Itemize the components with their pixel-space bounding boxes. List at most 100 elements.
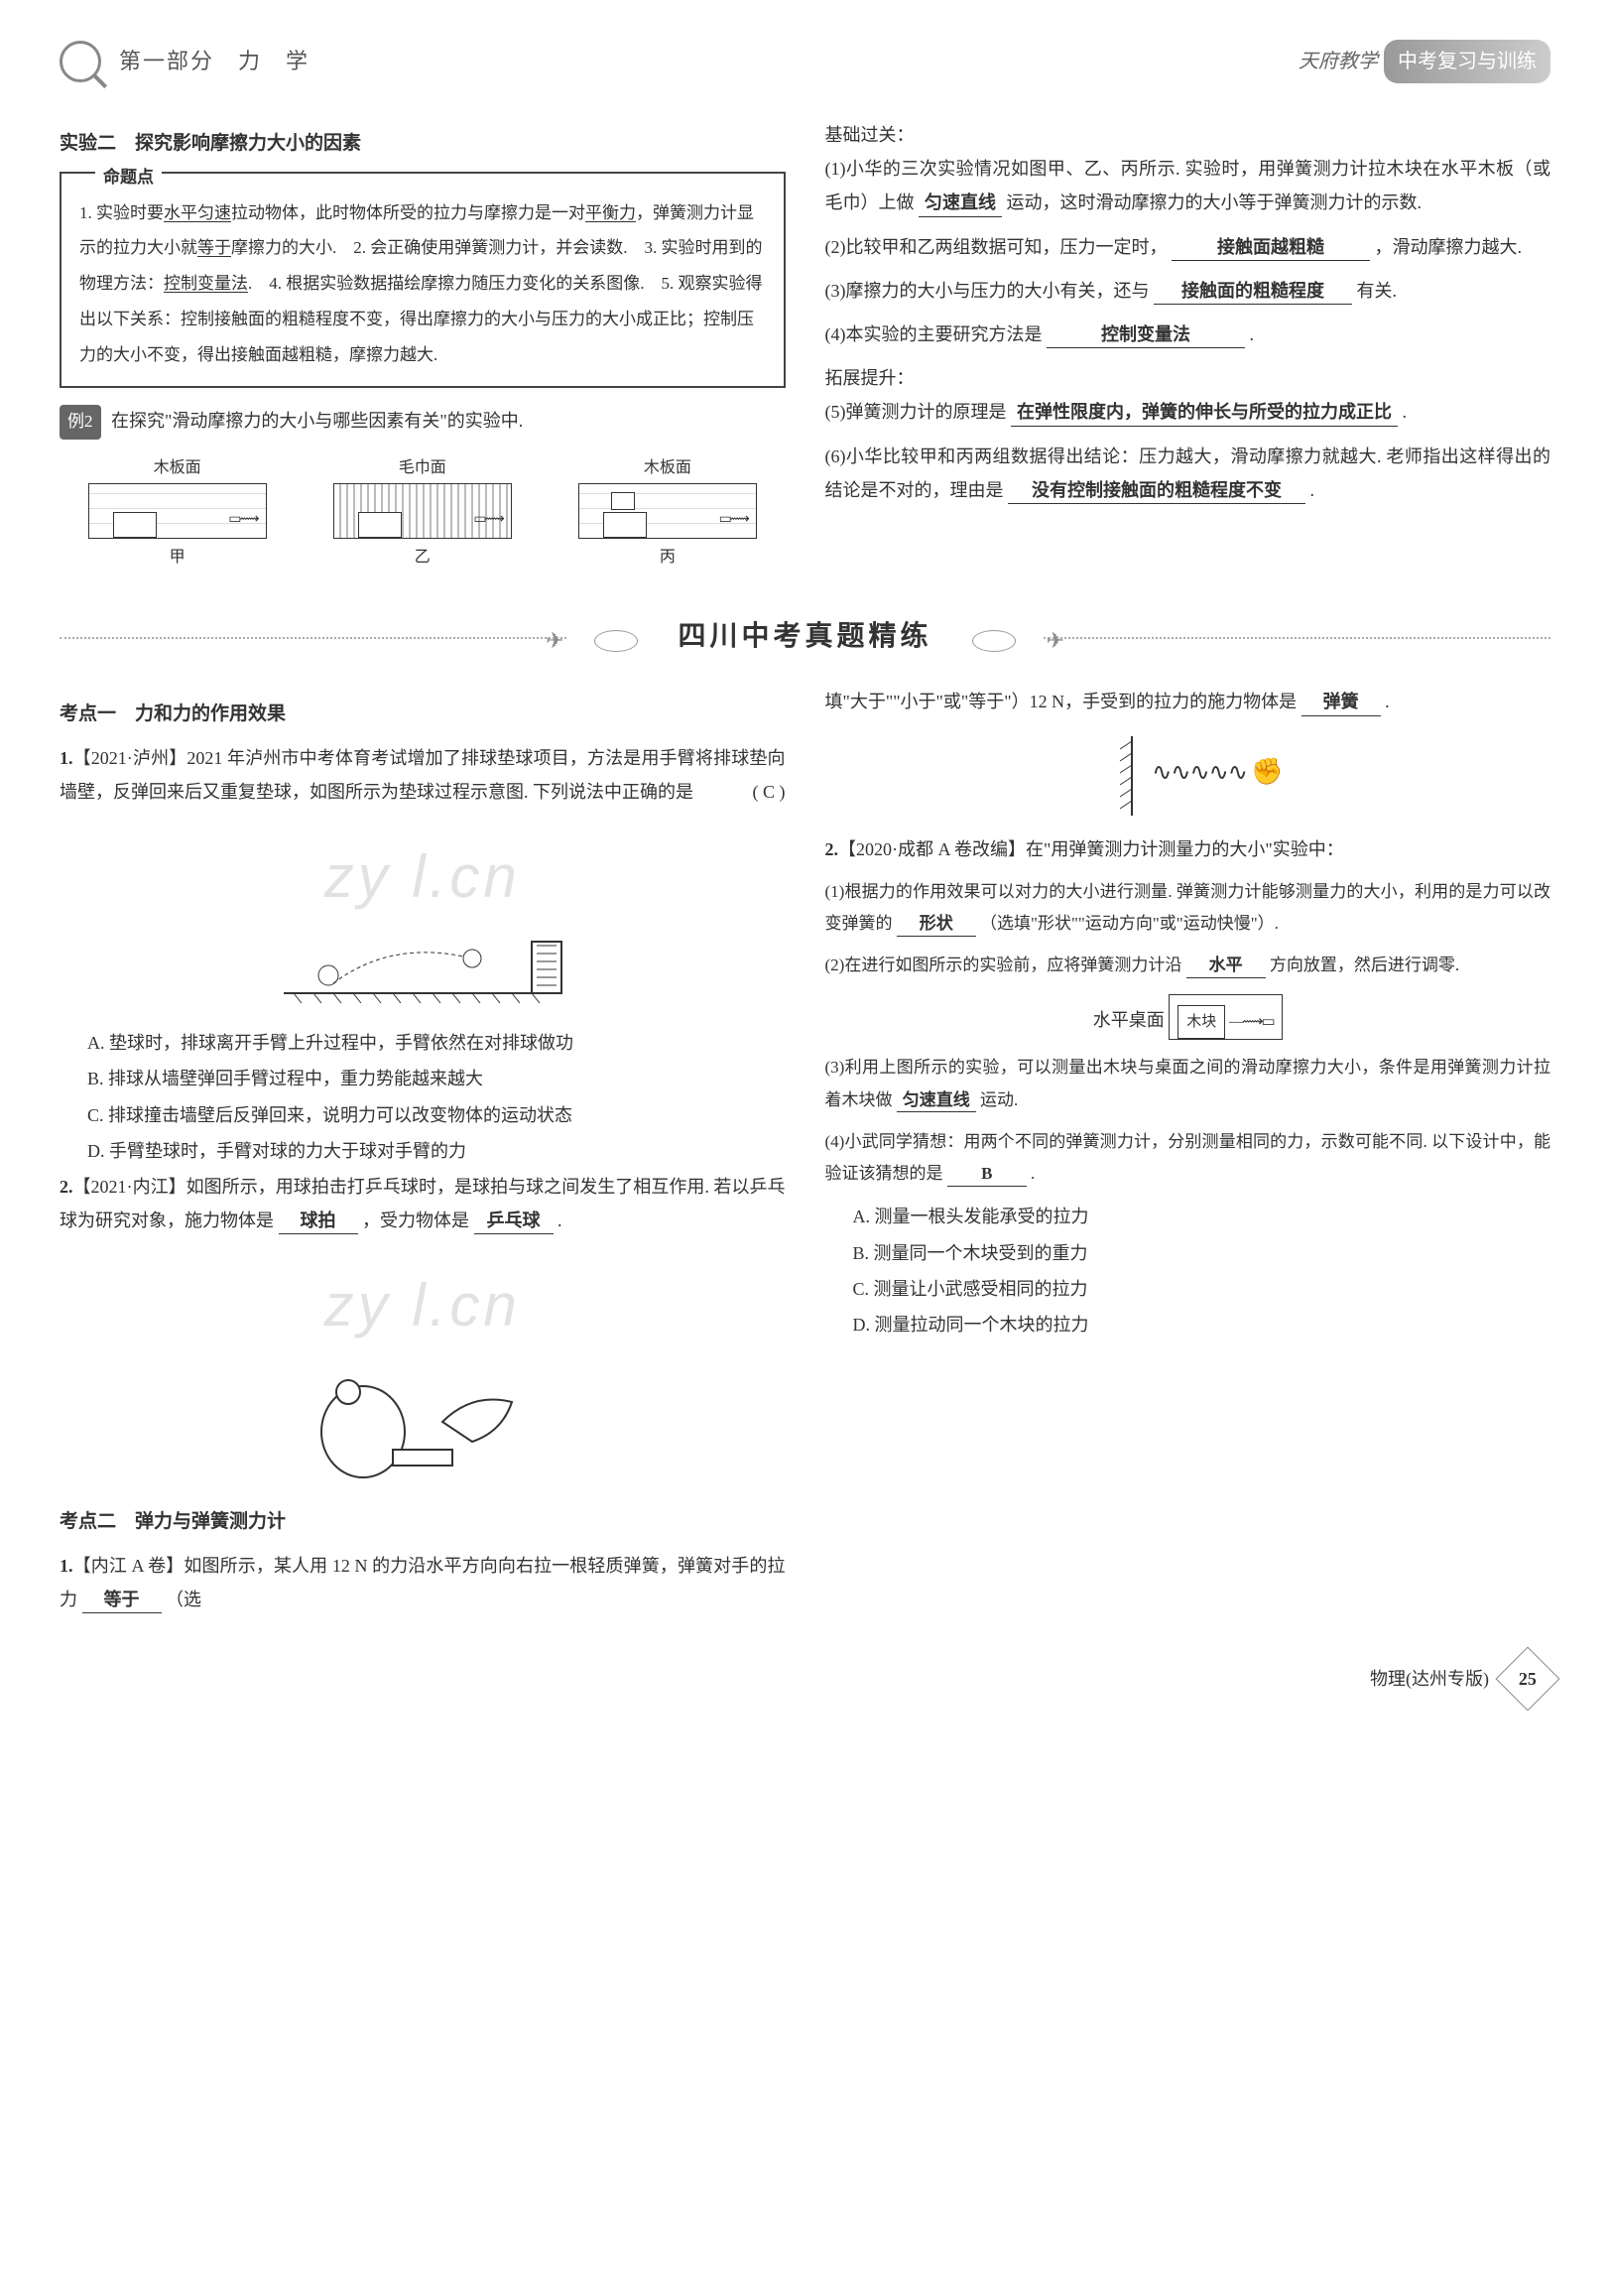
b2: (2)比较甲和乙两组数据可知，压力一定时， 接触面越粗糙 ，滑动摩擦力越大. bbox=[825, 230, 1551, 264]
pt1-q1: 1.【2021·泸州】2021 年泸州市中考体育考试增加了排球垫球项目，方法是用… bbox=[60, 741, 786, 809]
b1f: 匀速直线 bbox=[919, 191, 1002, 216]
key-box-title: 命题点 bbox=[95, 160, 162, 195]
pt1-q2: 2.【2021·内江】如图所示，用球拍击打乒乓球时，是球拍与球之间发生了相互作用… bbox=[60, 1170, 786, 1237]
b4b: . bbox=[1250, 324, 1255, 344]
s2b: 方向放置，然后进行调零. bbox=[1270, 956, 1459, 974]
f21: 形状 bbox=[897, 912, 976, 937]
brand-badge: 中考复习与训练 bbox=[1384, 40, 1550, 83]
b2f: 接触面越粗糙 bbox=[1172, 235, 1370, 261]
magnifier-icon bbox=[60, 41, 101, 82]
pq2-s2: (2)在进行如图所示的实验前，应将弹簧测力计沿 水平 方向放置，然后进行调零. bbox=[825, 950, 1551, 981]
kp-u1: 水平匀速 bbox=[164, 203, 231, 222]
surface-wood-1: ▭⟿ bbox=[88, 483, 267, 539]
b4f: 控制变量法 bbox=[1047, 322, 1245, 348]
pq2-C: C. 测量让小武感受相同的拉力 bbox=[853, 1272, 1551, 1306]
q1-D: D. 手臂垫球时，手臂对球的力大于球对手臂的力 bbox=[87, 1134, 786, 1168]
surface-towel: ▭⟿ bbox=[333, 483, 512, 539]
f22: 水平 bbox=[1186, 954, 1266, 978]
page-header: 第一部分 力 学 天府教学 中考复习与训练 bbox=[60, 40, 1550, 93]
block-label: 木块 bbox=[1177, 1005, 1225, 1040]
b1b: 运动，这时滑动摩擦力的大小等于弹簧测力计的示数. bbox=[1007, 192, 1423, 212]
b6b: . bbox=[1310, 480, 1315, 500]
b3: (3)摩擦力的大小与压力的大小有关，还与 接触面的粗糙程度 有关. bbox=[825, 274, 1551, 308]
b3f: 接触面的粗糙程度 bbox=[1154, 279, 1352, 305]
pq2-s4: (4)小武同学猜想：用两个不同的弹簧测力计，分别测量相同的力，示数可能不同. 以… bbox=[825, 1126, 1551, 1191]
weights-icon bbox=[611, 492, 635, 510]
page-badge: 25 bbox=[1495, 1646, 1559, 1711]
kp-1a: 1. 实验时要 bbox=[79, 203, 164, 222]
pq2-text: 在"用弹簧测力计测量力的大小"实验中： bbox=[1026, 839, 1344, 859]
pq2-B: B. 测量同一个木块受到的重力 bbox=[853, 1236, 1551, 1270]
spring-hand-icon: ∿∿∿∿∿ bbox=[1152, 751, 1247, 797]
s3b: 运动. bbox=[980, 1090, 1018, 1109]
diag-3: 木板面 ▭⟿ 丙 bbox=[578, 453, 757, 574]
q1-num: 1. bbox=[60, 748, 73, 768]
kp-u2: 平衡力 bbox=[585, 203, 636, 222]
top-section: 实验二 探究影响摩擦力大小的因素 命题点 1. 实验时要水平匀速拉动物体，此时物… bbox=[60, 118, 1550, 580]
example2-text: 在探究"滑动摩擦力的大小与哪些因素有关"的实验中. bbox=[111, 411, 523, 431]
diag-2-cap: 乙 bbox=[333, 543, 512, 573]
brand: 天府教学 中考复习与训练 bbox=[1299, 40, 1550, 83]
b5: (5)弹簧测力计的原理是 在弹性限度内，弹簧的伸长与所受的拉力成正比 . bbox=[825, 395, 1551, 429]
diag-2-label: 毛巾面 bbox=[333, 453, 512, 483]
bottom-section: 考点一 力和力的作用效果 1.【2021·泸州】2021 年泸州市中考体育考试增… bbox=[60, 685, 1550, 1625]
diag-1-label: 木板面 bbox=[88, 453, 267, 483]
q2-figure: zy l.cn bbox=[60, 1249, 786, 1492]
exp2-title: 实验二 探究影响摩擦力大小的因素 bbox=[60, 126, 786, 162]
page-footer: 物理(达州专版) 25 bbox=[60, 1656, 1550, 1702]
q1-ans: ( C ) bbox=[753, 775, 786, 809]
block-icon bbox=[358, 512, 402, 538]
q2-f2: 乒乓球 bbox=[474, 1209, 554, 1234]
pq1-end: . bbox=[1385, 692, 1390, 711]
diag-1: 木板面 ▭⟿ 甲 bbox=[88, 453, 267, 574]
spring-icon: ▭⟿ bbox=[473, 507, 502, 534]
diag-3-cap: 丙 bbox=[578, 543, 757, 573]
q2-f1: 球拍 bbox=[279, 1209, 358, 1234]
block-icon bbox=[603, 512, 647, 538]
col-left: 实验二 探究影响摩擦力大小的因素 命题点 1. 实验时要水平匀速拉动物体，此时物… bbox=[60, 118, 786, 580]
q1-tag: 【2021·泸州】 bbox=[73, 748, 187, 768]
volleyball-diagram-icon bbox=[274, 934, 571, 1003]
surface-wood-2: ▭⟿ bbox=[578, 483, 757, 539]
spring-icon: ▭⟿ bbox=[228, 507, 257, 534]
pq1-num: 1. bbox=[60, 1556, 73, 1576]
kp-1b: 拉动物体，此时物体所受的拉力与摩擦力是一对 bbox=[231, 203, 585, 222]
b1: (1)小华的三次实验情况如图甲、乙、丙所示. 实验时，用弹簧测力计拉木块在水平木… bbox=[825, 152, 1551, 219]
s1b: （选填"形状""运动方向"或"运动快慢"）. bbox=[980, 914, 1279, 933]
q1-options: A. 垫球时，排球离开手臂上升过程中，手臂依然在对排球做功 B. 排球从墙壁弹回… bbox=[87, 1026, 786, 1168]
f24: B bbox=[947, 1162, 1027, 1187]
pq1-tag: 【内江 A 卷】 bbox=[73, 1556, 185, 1576]
example2: 例2 在探究"滑动摩擦力的大小与哪些因素有关"的实验中. bbox=[60, 404, 786, 439]
b2a: (2)比较甲和乙两组数据可知，压力一定时， bbox=[825, 237, 1168, 257]
b5f: 在弹性限度内，弹簧的伸长与所受的拉力成正比 bbox=[1011, 400, 1398, 426]
pingpong-diagram-icon bbox=[294, 1362, 552, 1481]
q1-figure: zy l.cn bbox=[60, 821, 786, 1014]
b3a: (3)摩擦力的大小与压力的大小有关，还与 bbox=[825, 281, 1150, 301]
basics-title: 基础过关： bbox=[825, 118, 1551, 152]
b5a: (5)弹簧测力计的原理是 bbox=[825, 402, 1007, 422]
key-points-box: 命题点 1. 实验时要水平匀速拉动物体，此时物体所受的拉力与摩擦力是一对平衡力，… bbox=[60, 172, 786, 388]
cloud-left-icon bbox=[594, 630, 638, 652]
table-block-icon: 木块 —⟿▭ bbox=[1169, 994, 1282, 1041]
diag-1-cap: 甲 bbox=[88, 543, 267, 573]
pq1-f2: 弹簧 bbox=[1301, 690, 1381, 715]
kp-u4: 控制变量法 bbox=[164, 274, 248, 293]
plane-right-icon: ✈ bbox=[1047, 620, 1064, 662]
s4b: . bbox=[1031, 1164, 1035, 1183]
pq2-tag: 【2020·成都 A 卷改编】 bbox=[838, 839, 1026, 859]
diag-3-label: 木板面 bbox=[578, 453, 757, 483]
s2a: (2)在进行如图所示的实验前，应将弹簧测力计沿 bbox=[825, 956, 1182, 974]
watermark-2: zy l.cn bbox=[60, 1249, 786, 1362]
q1-C: C. 排球撞击墙壁后反弹回来，说明力可以改变物体的运动状态 bbox=[87, 1098, 786, 1132]
b5b: . bbox=[1403, 402, 1408, 422]
b6: (6)小华比较甲和丙两组数据得出结论：压力越大，滑动摩擦力就越大. 老师指出这样… bbox=[825, 440, 1551, 507]
pt2-q2: 2.【2020·成都 A 卷改编】在"用弹簧测力计测量力的大小"实验中： bbox=[825, 832, 1551, 866]
diagram-row: 木板面 ▭⟿ 甲 毛巾面 ▭⟿ 乙 木板面 bbox=[60, 453, 786, 574]
b3b: 有关. bbox=[1357, 281, 1398, 301]
pq2-A: A. 测量一根头发能承受的拉力 bbox=[853, 1200, 1551, 1233]
block-icon bbox=[113, 512, 157, 538]
plane-left-icon: ✈ bbox=[546, 620, 563, 662]
cloud-right-icon bbox=[972, 630, 1016, 652]
kp-1: 1. 实验时要水平匀速拉动物体，此时物体所受的拉力与摩擦力是一对平衡力，弹簧测力… bbox=[79, 203, 763, 364]
col-right: 基础过关： (1)小华的三次实验情况如图甲、乙、丙所示. 实验时，用弹簧测力计拉… bbox=[825, 118, 1551, 580]
